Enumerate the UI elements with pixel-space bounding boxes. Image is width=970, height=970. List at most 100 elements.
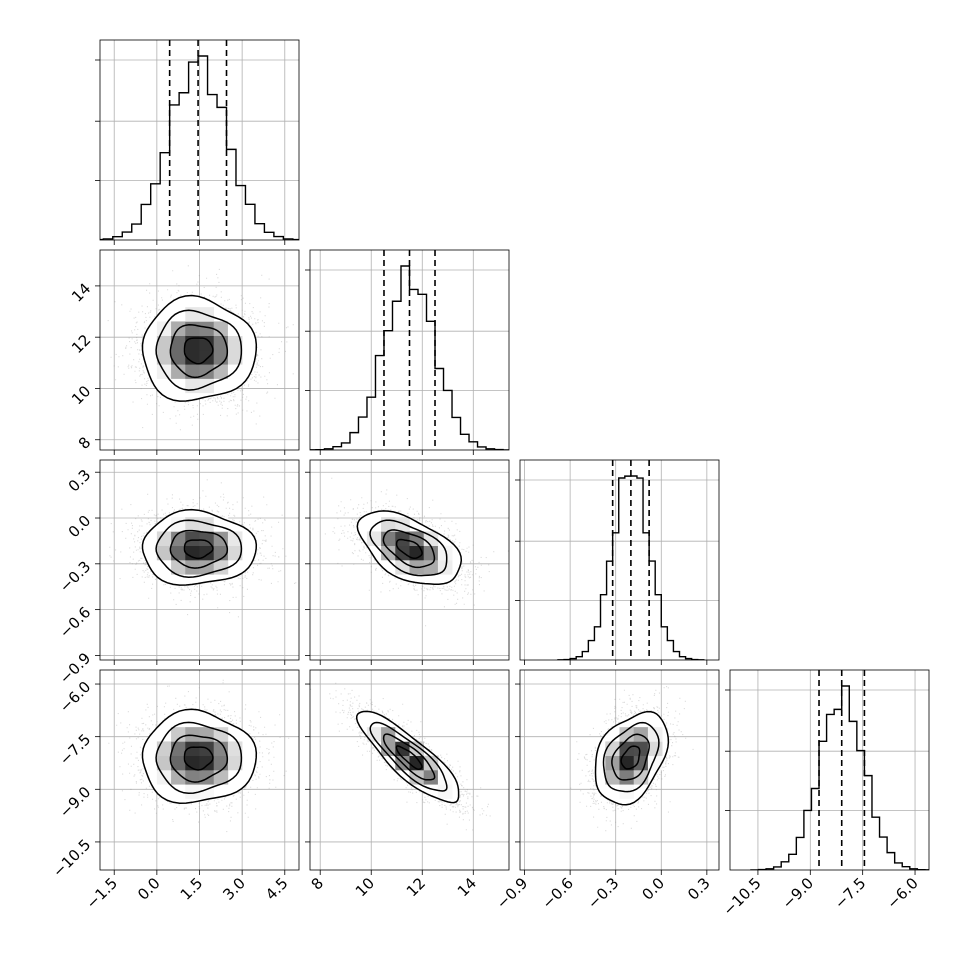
x-tick-label: −0.9 [493, 874, 531, 912]
density-cell [437, 770, 453, 785]
density-cell [605, 770, 620, 785]
density-cell [199, 517, 215, 532]
y-tick-label: 0.3 [65, 466, 95, 496]
density-cell [199, 755, 215, 771]
density-cell [423, 770, 439, 785]
contour-line [155, 309, 243, 391]
density-cell [227, 350, 243, 365]
contour-line [355, 710, 460, 804]
x-tick-label: 3.0 [219, 874, 249, 904]
panel-frame [729, 669, 930, 871]
panel-2-1 [305, 459, 510, 665]
density-cell [156, 350, 172, 365]
y-tick-label: 14 [68, 280, 94, 306]
contour-line [369, 519, 448, 577]
density-cell [185, 364, 200, 379]
density-cell [213, 727, 229, 742]
contour-line [594, 710, 670, 806]
contour-line [382, 733, 436, 781]
contour-line [155, 519, 243, 578]
density-cell [171, 755, 186, 771]
panel-1-1 [305, 249, 510, 455]
panel-1-0: 8 10 12 14 [68, 249, 300, 455]
density-layer [520, 670, 719, 870]
density-cell [227, 531, 243, 547]
panel-3-3: −10.5 −9.0 −7.5 −6.0 [720, 669, 930, 919]
y-tick-label: −7.5 [56, 730, 94, 768]
contour-line [141, 294, 258, 402]
density-cell [647, 727, 663, 742]
contour-line [183, 539, 214, 560]
density-layer [100, 460, 299, 660]
panel-frame [99, 669, 300, 871]
density-cell [171, 727, 186, 742]
density-cell [185, 784, 200, 799]
density-cell [647, 741, 663, 757]
y-tick-label: 0.0 [65, 512, 95, 542]
contour-line [141, 708, 258, 804]
y-tick-label: −0.6 [56, 603, 94, 641]
density-cell [423, 560, 439, 575]
contour-line [356, 510, 463, 585]
density-cell [619, 741, 635, 757]
contour-line [155, 721, 243, 795]
panel-frame [519, 459, 720, 661]
panel-frame [99, 39, 300, 241]
y-tick-label: 12 [68, 331, 94, 357]
x-tick-label: 4.5 [262, 874, 292, 904]
density-cell [156, 545, 172, 561]
density-cell [185, 545, 200, 561]
panel-3-1: 8 10 12 14 [305, 669, 510, 900]
y-tick-label: −10.5 [49, 836, 94, 881]
panel-3-2: −0.9 −0.6 −0.3 0.0 0.3 [493, 669, 720, 913]
y-tick-label: 8 [75, 433, 94, 452]
density-cell [213, 741, 229, 757]
histogram [100, 55, 299, 240]
contour-line [141, 508, 258, 586]
density-cell [437, 784, 453, 799]
density-cell [171, 531, 186, 547]
x-tick-label: 14 [454, 874, 480, 900]
x-tick-label: 1.5 [177, 874, 207, 904]
x-tick-label: −1.5 [83, 874, 121, 912]
density-cell [409, 741, 425, 757]
density-cell [171, 545, 186, 561]
density-cell [619, 727, 635, 742]
x-tick-label: −0.3 [584, 874, 622, 912]
density-cell [185, 321, 200, 337]
density-cell [423, 755, 439, 771]
y-tick-label: −0.3 [56, 557, 94, 595]
density-cell [156, 531, 172, 547]
density-cell [185, 350, 200, 365]
density-cell [199, 770, 215, 785]
contour-line [169, 529, 229, 569]
y-tick-label: 10 [68, 382, 94, 408]
contour-line [183, 337, 214, 365]
density-cell [171, 335, 186, 351]
density-cell [633, 741, 649, 757]
x-tick-label: 8 [308, 874, 327, 893]
x-tick-label: 10 [352, 874, 378, 900]
contour-line [382, 529, 436, 569]
density-cell [185, 307, 200, 322]
panel-0-0 [95, 39, 300, 245]
density-cell [619, 770, 635, 785]
density-cell [395, 531, 410, 547]
x-tick-label: −7.5 [831, 874, 869, 912]
density-cell [171, 350, 186, 365]
density-layer [100, 670, 299, 870]
density-cell [213, 770, 229, 785]
density-cell [213, 364, 229, 379]
contour-line [620, 745, 641, 770]
density-cell [437, 545, 453, 561]
histogram [750, 685, 929, 870]
density-cell [227, 335, 243, 351]
density-cell [156, 335, 172, 351]
x-tick-label: −9.0 [779, 874, 817, 912]
density-cell [185, 378, 200, 394]
density-cell [171, 364, 186, 379]
contour-line [395, 745, 423, 771]
density-cell [185, 517, 200, 532]
density-cell [199, 321, 215, 337]
